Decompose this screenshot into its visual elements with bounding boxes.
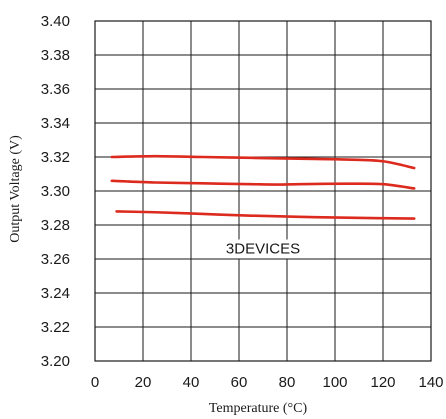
x-tick-label: 100 [322,374,347,391]
series-line-3 [115,210,416,220]
y-tick-label: 3.32 [41,149,70,166]
x-tick-labels: 0 20 40 60 80 100 120 140 [91,374,444,391]
annotation-background [219,239,307,259]
y-tick-label: 3.26 [41,251,70,268]
y-tick-label: 3.36 [41,81,70,98]
plot-frame [94,20,432,362]
series-group [110,154,416,220]
y-tick-labels: 3.20 3.22 3.24 3.26 3.28 3.30 3.32 3.34 3.36 3.38… [41,13,70,370]
x-tick-label: 0 [91,374,99,391]
y-tick-label: 3.22 [41,319,70,336]
x-axis-label: Temperature (°C) [209,401,308,416]
annotation-label: 3DEVICES [226,241,300,258]
y-tick-label: 3.40 [41,13,70,30]
y-tick-label: 3.38 [41,47,70,64]
annotation-group: 3DEVICES [219,239,307,259]
x-tick-label: 120 [370,374,395,391]
grid [94,20,432,362]
x-tick-label: 20 [135,374,152,391]
y-tick-label: 3.20 [41,353,70,370]
x-tick-label: 80 [279,374,296,391]
x-tick-label: 140 [418,374,443,391]
y-tick-label: 3.34 [41,115,70,132]
y-tick-label: 3.28 [41,217,70,234]
series-line-1 [110,154,416,170]
y-tick-label: 3.24 [41,285,70,302]
x-tick-label: 40 [183,374,200,391]
series-line-2 [110,179,416,190]
y-tick-label: 3.30 [41,183,70,200]
plot-border [94,20,432,362]
y-axis-label: Output Voltage (V) [8,135,23,243]
x-tick-label: 60 [231,374,248,391]
